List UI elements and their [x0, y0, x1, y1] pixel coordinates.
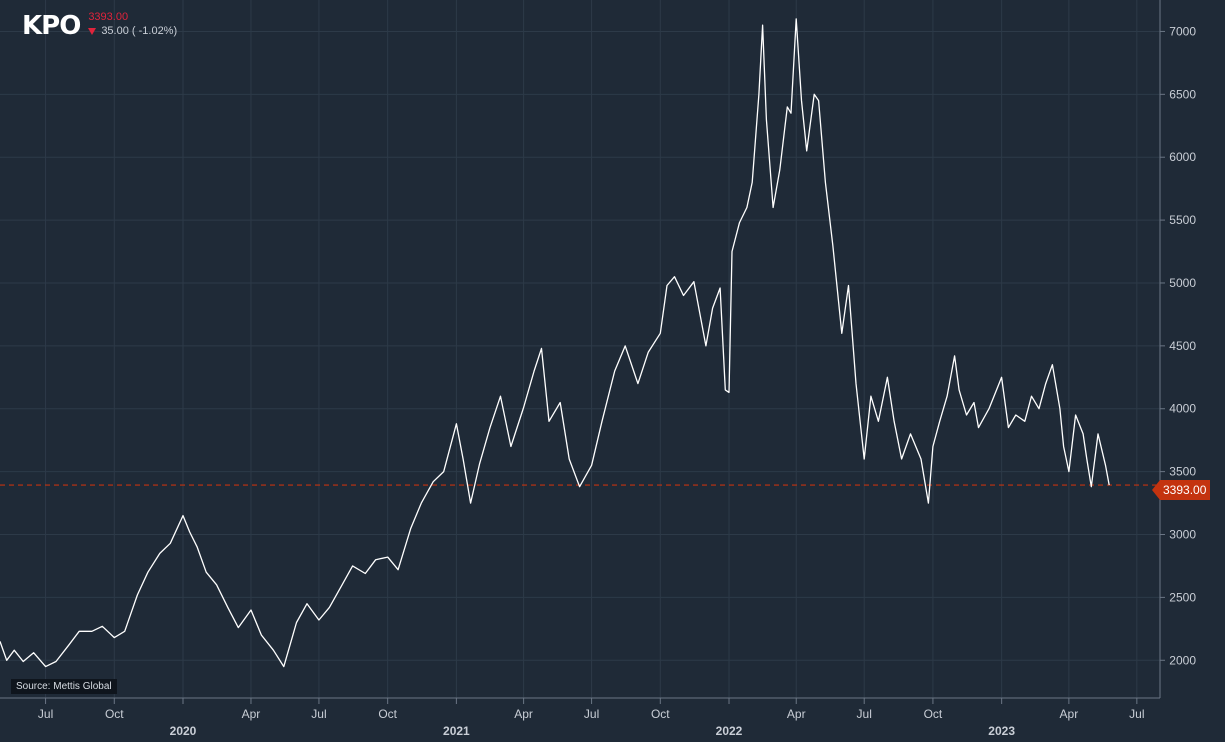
x-tick-label: 2021 [443, 724, 470, 738]
x-tick-label: 2020 [170, 724, 197, 738]
y-tick-label: 4500 [1169, 339, 1196, 353]
x-tick-label: Jul [311, 707, 326, 721]
y-tick-label: 2500 [1169, 590, 1196, 604]
y-tick-label: 2000 [1169, 653, 1196, 667]
x-axis-tick-labels: Jul Oct 2020 Apr Jul Oct 2021 Apr Jul Oct 2022 Apr J… [38, 707, 1145, 738]
chart-series [0, 18, 1110, 668]
price-change: 35.00 ( -1.02%) [88, 24, 177, 38]
last-price-tag-value: 3393.00 [1160, 480, 1211, 500]
chart-axes [0, 0, 1165, 704]
x-tick-label: Oct [651, 707, 670, 721]
down-arrow-icon [88, 27, 97, 35]
x-tick-label: Apr [787, 707, 806, 721]
x-tick-label: 2022 [716, 724, 743, 738]
x-tick-label: Apr [1060, 707, 1079, 721]
y-tick-label: 7000 [1169, 24, 1196, 38]
price-series-line [0, 18, 1110, 668]
x-tick-label: Apr [514, 707, 533, 721]
last-price-tag: 3393.00 [1152, 480, 1211, 500]
x-tick-label: Jul [38, 707, 53, 721]
price-change-text: 35.00 ( -1.02%) [101, 25, 178, 37]
x-tick-label: Oct [378, 707, 397, 721]
ticker-symbol: KPO [22, 11, 81, 41]
y-tick-label: 6500 [1169, 87, 1196, 101]
y-tick-label: 3000 [1169, 528, 1196, 542]
quote-block: 3393.00 35.00 ( -1.02%) [88, 11, 177, 38]
y-tick-label: 6000 [1169, 150, 1196, 164]
x-tick-label: Jul [584, 707, 599, 721]
x-tick-label: Apr [242, 707, 261, 721]
y-tick-label: 4000 [1169, 402, 1196, 416]
chart-grid [0, 0, 1160, 698]
x-tick-label: Oct [105, 707, 124, 721]
chart-header: KPO 3393.00 35.00 ( -1.02%) [22, 10, 177, 42]
x-tick-label: Jul [1129, 707, 1144, 721]
y-tick-label: 5500 [1169, 213, 1196, 227]
x-tick-label: Oct [924, 707, 943, 721]
y-tick-label: 3500 [1169, 465, 1196, 479]
source-label: Source: Mettis Global [11, 679, 117, 694]
x-tick-label: 2023 [988, 724, 1015, 738]
price-tag-pointer-icon [1152, 480, 1160, 500]
y-axis-tick-labels: 2000 2500 3000 3500 4000 4500 5000 5500 6000 6500… [1169, 24, 1196, 667]
last-price: 3393.00 [88, 11, 129, 23]
y-tick-label: 5000 [1169, 276, 1196, 290]
x-tick-label: Jul [857, 707, 872, 721]
